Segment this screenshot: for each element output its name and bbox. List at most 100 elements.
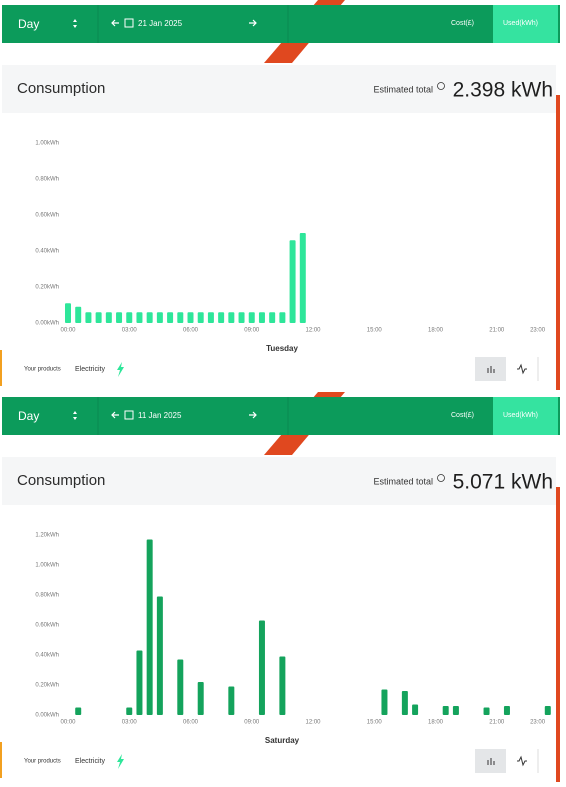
card-title: Consumption — [17, 472, 105, 489]
bar — [401, 691, 408, 715]
date-label: 11 Jan 2025 — [138, 411, 182, 420]
bar — [218, 312, 225, 323]
bar — [544, 706, 551, 715]
y-tick-label: 0.80kWh — [35, 177, 59, 183]
lightning-icon — [117, 754, 124, 769]
x-tick-label: 12:00 — [305, 720, 321, 726]
bar — [116, 312, 123, 323]
bar — [156, 312, 163, 323]
next-arrow[interactable] — [249, 19, 257, 27]
bar — [177, 659, 184, 715]
bar — [136, 650, 143, 715]
select-caret — [73, 417, 77, 420]
bar — [75, 306, 82, 323]
bar — [105, 312, 112, 323]
y-tick-label: 0.40kWh — [35, 249, 59, 255]
date-label: 21 Jan 2025 — [138, 19, 183, 28]
used-tab[interactable]: Used(kWh) — [503, 20, 538, 27]
bar-view-icon — [487, 758, 495, 765]
x-tick-label: 06:00 — [183, 720, 199, 726]
bar — [146, 312, 153, 323]
x-tick-label: 21:00 — [489, 328, 505, 334]
estimate-value: 2.398 kWh — [453, 79, 553, 102]
line-view-icon[interactable] — [517, 363, 527, 375]
x-tick-label: 23:00 — [530, 328, 546, 334]
bar — [95, 312, 102, 323]
x-tick-label: 18:00 — [428, 328, 444, 334]
x-axis-label: Tuesday — [266, 344, 298, 353]
bar — [126, 312, 133, 323]
prev-arrow[interactable] — [111, 19, 119, 27]
bar — [65, 303, 71, 323]
top-bar — [2, 5, 560, 43]
x-tick-label: 09:00 — [244, 328, 260, 334]
y-tick-label: 1.00kWh — [35, 141, 59, 147]
estimate-value: 5.071 kWh — [453, 471, 553, 494]
next-arrow[interactable] — [249, 411, 257, 419]
cost-tab[interactable]: Cost(£) — [451, 20, 474, 27]
bar — [167, 312, 174, 323]
bar — [279, 312, 286, 323]
bar — [442, 706, 449, 715]
bar — [85, 312, 92, 323]
line-view-icon[interactable] — [517, 755, 527, 767]
decor-left — [0, 350, 3, 386]
bar — [258, 620, 265, 715]
x-tick-label: 03:00 — [122, 720, 138, 726]
bar — [238, 312, 245, 323]
x-tick-label: 06:00 — [183, 328, 199, 334]
top-bar — [2, 397, 560, 435]
bar — [197, 312, 204, 323]
x-tick-label: 03:00 — [122, 328, 138, 334]
bar — [136, 312, 143, 323]
y-tick-label: 1.00kWh — [35, 563, 59, 569]
y-tick-label: 1.20kWh — [35, 533, 59, 539]
select-caret — [73, 411, 77, 414]
bar-view-icon — [487, 366, 495, 373]
bar — [156, 596, 163, 715]
y-tick-label: 0.60kWh — [35, 213, 59, 219]
period-select[interactable]: Day — [18, 409, 39, 423]
used-tab[interactable]: Used(kWh) — [503, 412, 538, 419]
info-icon[interactable] — [437, 82, 445, 90]
bar — [197, 682, 204, 715]
bar — [452, 706, 459, 715]
bar — [207, 312, 214, 323]
bar — [279, 656, 286, 715]
bar — [299, 233, 306, 323]
card-title: Consumption — [17, 80, 105, 97]
bar — [228, 312, 235, 323]
y-tick-label: 0.00kWh — [35, 321, 59, 327]
used-tab-bg[interactable] — [493, 397, 558, 435]
lightning-icon — [117, 362, 124, 377]
info-icon[interactable] — [437, 474, 445, 482]
card — [2, 457, 556, 779]
bar — [503, 706, 510, 715]
period-select[interactable]: Day — [18, 17, 39, 31]
y-tick-label: 0.60kWh — [35, 623, 59, 629]
x-axis-label: Saturday — [265, 736, 300, 745]
bar — [248, 312, 255, 323]
y-tick-label: 0.00kWh — [35, 713, 59, 719]
bar — [228, 686, 235, 715]
bar — [269, 312, 276, 323]
product-name[interactable]: Electricity — [75, 758, 105, 765]
x-tick-label: 18:00 — [428, 720, 444, 726]
bar — [289, 240, 296, 323]
decor-left — [0, 742, 3, 778]
y-tick-label: 0.20kWh — [35, 285, 59, 291]
x-tick-label: 00:00 — [60, 720, 76, 726]
decor-edge — [556, 95, 560, 390]
used-tab-bg[interactable] — [493, 5, 558, 43]
estimate-label: Estimated total — [373, 476, 433, 486]
bar — [187, 312, 194, 323]
y-tick-label: 0.40kWh — [35, 653, 59, 659]
prev-arrow[interactable] — [111, 411, 119, 419]
bar — [381, 689, 388, 715]
cost-tab[interactable]: Cost(£) — [451, 412, 474, 419]
bar — [75, 707, 82, 715]
bar — [483, 707, 490, 715]
estimate-label: Estimated total — [373, 84, 433, 94]
product-name[interactable]: Electricity — [75, 366, 105, 373]
